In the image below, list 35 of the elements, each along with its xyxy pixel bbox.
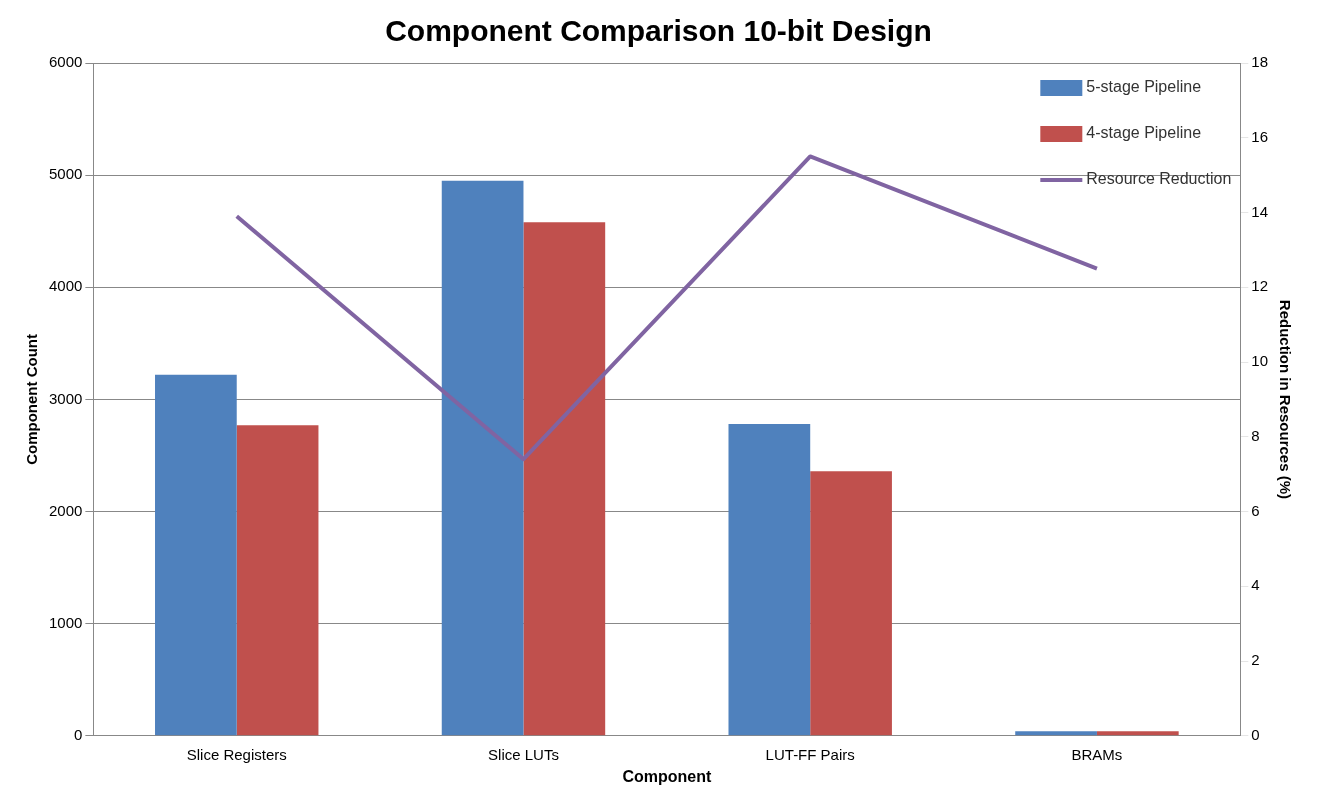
y2-tick-label: 2 (1251, 651, 1260, 669)
y2-tick-label: 10 (1251, 352, 1268, 370)
bar (155, 374, 237, 736)
y2-tick-label: 8 (1251, 426, 1260, 444)
bar (1096, 731, 1179, 736)
y-tick-label: 3000 (48, 389, 83, 407)
y-tick-label: 1000 (48, 613, 83, 631)
x-axis-title: Component (622, 767, 712, 785)
x-tick-label: Slice Registers (186, 745, 287, 763)
x-tick-label: BRAMs (1071, 745, 1123, 763)
bar (728, 424, 811, 736)
y-tick-label: 4000 (48, 277, 83, 295)
y-tick-label: 6000 (48, 53, 83, 71)
y2-tick-label: 18 (1251, 53, 1268, 71)
y2-tick-label: 14 (1251, 202, 1268, 220)
bar (523, 222, 606, 736)
legend-label: 4-stage Pipeline (1086, 124, 1202, 142)
bar (236, 425, 319, 736)
y2-tick-label: 6 (1251, 501, 1260, 519)
y2-tick-label: 12 (1251, 277, 1268, 295)
chart-title: Component Comparison 10-bit Design (385, 14, 932, 48)
x-tick-label: Slice LUTs (488, 745, 559, 763)
y-tick-label: 0 (74, 725, 83, 743)
y-axis-title: Component Count (23, 333, 41, 465)
y2-tick-label: 4 (1251, 576, 1260, 594)
bar (810, 471, 892, 736)
legend-label: 5-stage Pipeline (1086, 78, 1202, 96)
x-tick-label: LUT-FF Pairs (765, 745, 855, 763)
bar (441, 180, 524, 736)
bar (1015, 731, 1097, 736)
y-tick-label: 2000 (48, 501, 83, 519)
y2-axis-title: Reduction in Resources (%) (1276, 299, 1294, 499)
y-tick-label: 5000 (48, 165, 83, 183)
y2-tick-label: 16 (1251, 127, 1268, 145)
y2-tick-label: 0 (1251, 725, 1260, 743)
